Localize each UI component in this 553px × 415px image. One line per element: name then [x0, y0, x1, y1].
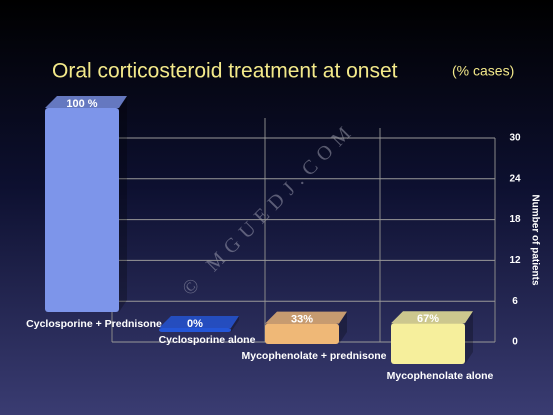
bar — [391, 311, 473, 364]
bar-side — [119, 96, 127, 312]
y-tick-label: 30 — [509, 133, 521, 144]
y-tick-label: 12 — [509, 255, 521, 266]
y-tick-label: 24 — [509, 173, 521, 184]
bar-top — [391, 311, 473, 324]
bar-side — [465, 311, 473, 364]
value-label: 67% — [417, 313, 439, 325]
x-tick-label: Mycophenolate + prednisone — [242, 350, 387, 362]
bar-top — [45, 96, 127, 108]
bar-side — [339, 311, 347, 344]
value-label: 0% — [187, 318, 203, 330]
y-tick-label: 0 — [512, 337, 518, 348]
bar-front — [265, 323, 339, 344]
y-tick-label: 6 — [512, 296, 518, 307]
bar-top — [265, 311, 347, 324]
y-axis-label: Number of patients — [529, 194, 540, 286]
x-tick-label: Cyclosporine + Prednisone — [26, 318, 162, 330]
bar-front — [45, 108, 119, 312]
bar — [265, 311, 347, 344]
bar-top — [159, 316, 239, 328]
bar-front — [391, 323, 465, 364]
x-tick-label: Cyclosporine alone — [159, 334, 256, 346]
bar — [45, 96, 127, 312]
value-label: 33% — [291, 314, 313, 326]
chart-subtitle: (% cases) — [452, 63, 514, 79]
bar — [159, 316, 239, 332]
y-tick-label: 18 — [509, 214, 521, 225]
chart-title: Oral corticosteroid treatment at onset — [52, 60, 398, 83]
value-label: 100 % — [66, 98, 97, 110]
bar-front — [159, 328, 231, 332]
bar-side — [231, 316, 239, 332]
x-tick-label: Mycophenolate alone — [387, 370, 494, 382]
